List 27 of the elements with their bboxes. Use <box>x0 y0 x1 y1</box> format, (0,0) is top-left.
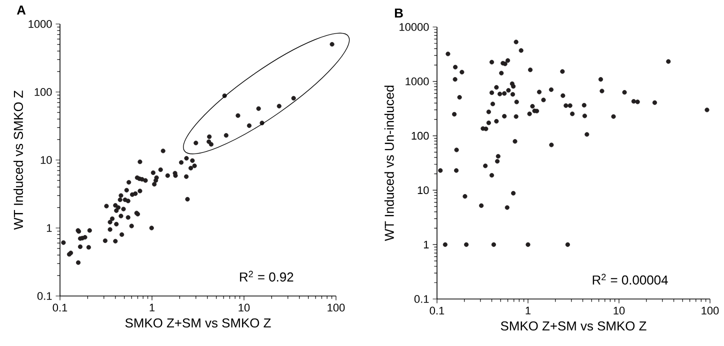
y-tick-label: 1 <box>46 224 52 232</box>
x-tick-label: 10 <box>614 306 625 315</box>
x-axis-title: SMKO Z+SM vs SMKO Z <box>500 321 646 331</box>
x-tick-label: 0.1 <box>430 306 444 315</box>
y-tick-label: 10 <box>40 156 52 164</box>
annotation: R$^{2}$ = 0.00004 <box>592 274 668 285</box>
y-tick-label: 1000 <box>406 78 429 86</box>
y-tick-label: 0.1 <box>414 295 429 303</box>
x-tick-label: 0.1 <box>52 304 68 312</box>
x-tick-label: 1 <box>150 304 155 312</box>
y-tick-label: 100 <box>412 132 429 140</box>
y-tick-label: 1000 <box>28 20 52 28</box>
y-tick-label: 0.1 <box>37 292 52 300</box>
y-tick-label: 10 <box>418 186 429 194</box>
y-axis-title: WT Induced vs Un-induced <box>384 86 394 242</box>
y-tick-label: 1 <box>424 240 429 248</box>
y-tick-label: 100 <box>34 88 52 96</box>
annotation: R$^{2}$ = 0.92 <box>240 270 294 282</box>
x-axis-title: SMKO Z+SM vs SMKO Z <box>125 318 271 328</box>
chart-title: A <box>16 6 26 14</box>
chart-title: B <box>394 8 403 18</box>
x-tick-label: 100 <box>328 304 345 312</box>
x-tick-label: 100 <box>702 306 719 315</box>
y-axis-title: WT Induced vs SMKO Z <box>13 90 23 230</box>
x-tick-label: 1 <box>526 306 531 314</box>
x-tick-label: 10 <box>238 304 250 312</box>
y-tick-label: 10000 <box>400 23 429 31</box>
